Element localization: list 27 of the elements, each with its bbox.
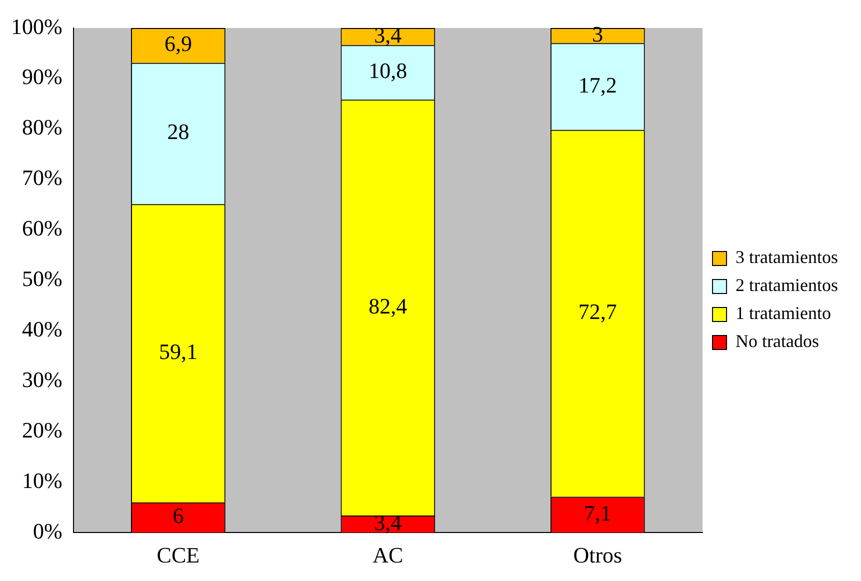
legend-label: 1 tratamiento — [736, 303, 831, 324]
y-tick-label: 20% — [22, 417, 62, 442]
y-tick-label: 40% — [22, 316, 62, 342]
legend-label: 3 tratamientos — [736, 247, 838, 268]
data-label: 6,9 — [164, 31, 192, 56]
y-tick-label: 100% — [11, 14, 62, 39]
data-label: 7,1 — [584, 500, 612, 526]
data-label: 17,2 — [578, 72, 617, 98]
y-tick-label: 10% — [22, 468, 62, 493]
y-tick-label: 90% — [22, 64, 62, 90]
x-tick-label: Otros — [573, 542, 622, 568]
data-label: 59,1 — [158, 338, 198, 364]
y-tick-label: 70% — [22, 165, 62, 190]
y-tick-label: 60% — [22, 216, 62, 241]
data-label: 6 — [172, 503, 184, 528]
data-label: 10,8 — [368, 58, 408, 84]
y-tick-label: 30% — [22, 367, 62, 392]
legend-label: No tratados — [736, 331, 820, 352]
data-label: 72,7 — [578, 299, 617, 324]
y-tick-label: 0% — [33, 518, 62, 544]
data-label: 28 — [167, 119, 190, 144]
y-tick-label: 50% — [22, 266, 62, 292]
legend-label: 2 tratamientos — [736, 275, 838, 296]
x-tick-label: CCE — [156, 542, 200, 568]
x-tick-label: AC — [372, 542, 404, 568]
data-label: 82,4 — [368, 293, 408, 318]
y-tick-label: 80% — [22, 114, 62, 140]
